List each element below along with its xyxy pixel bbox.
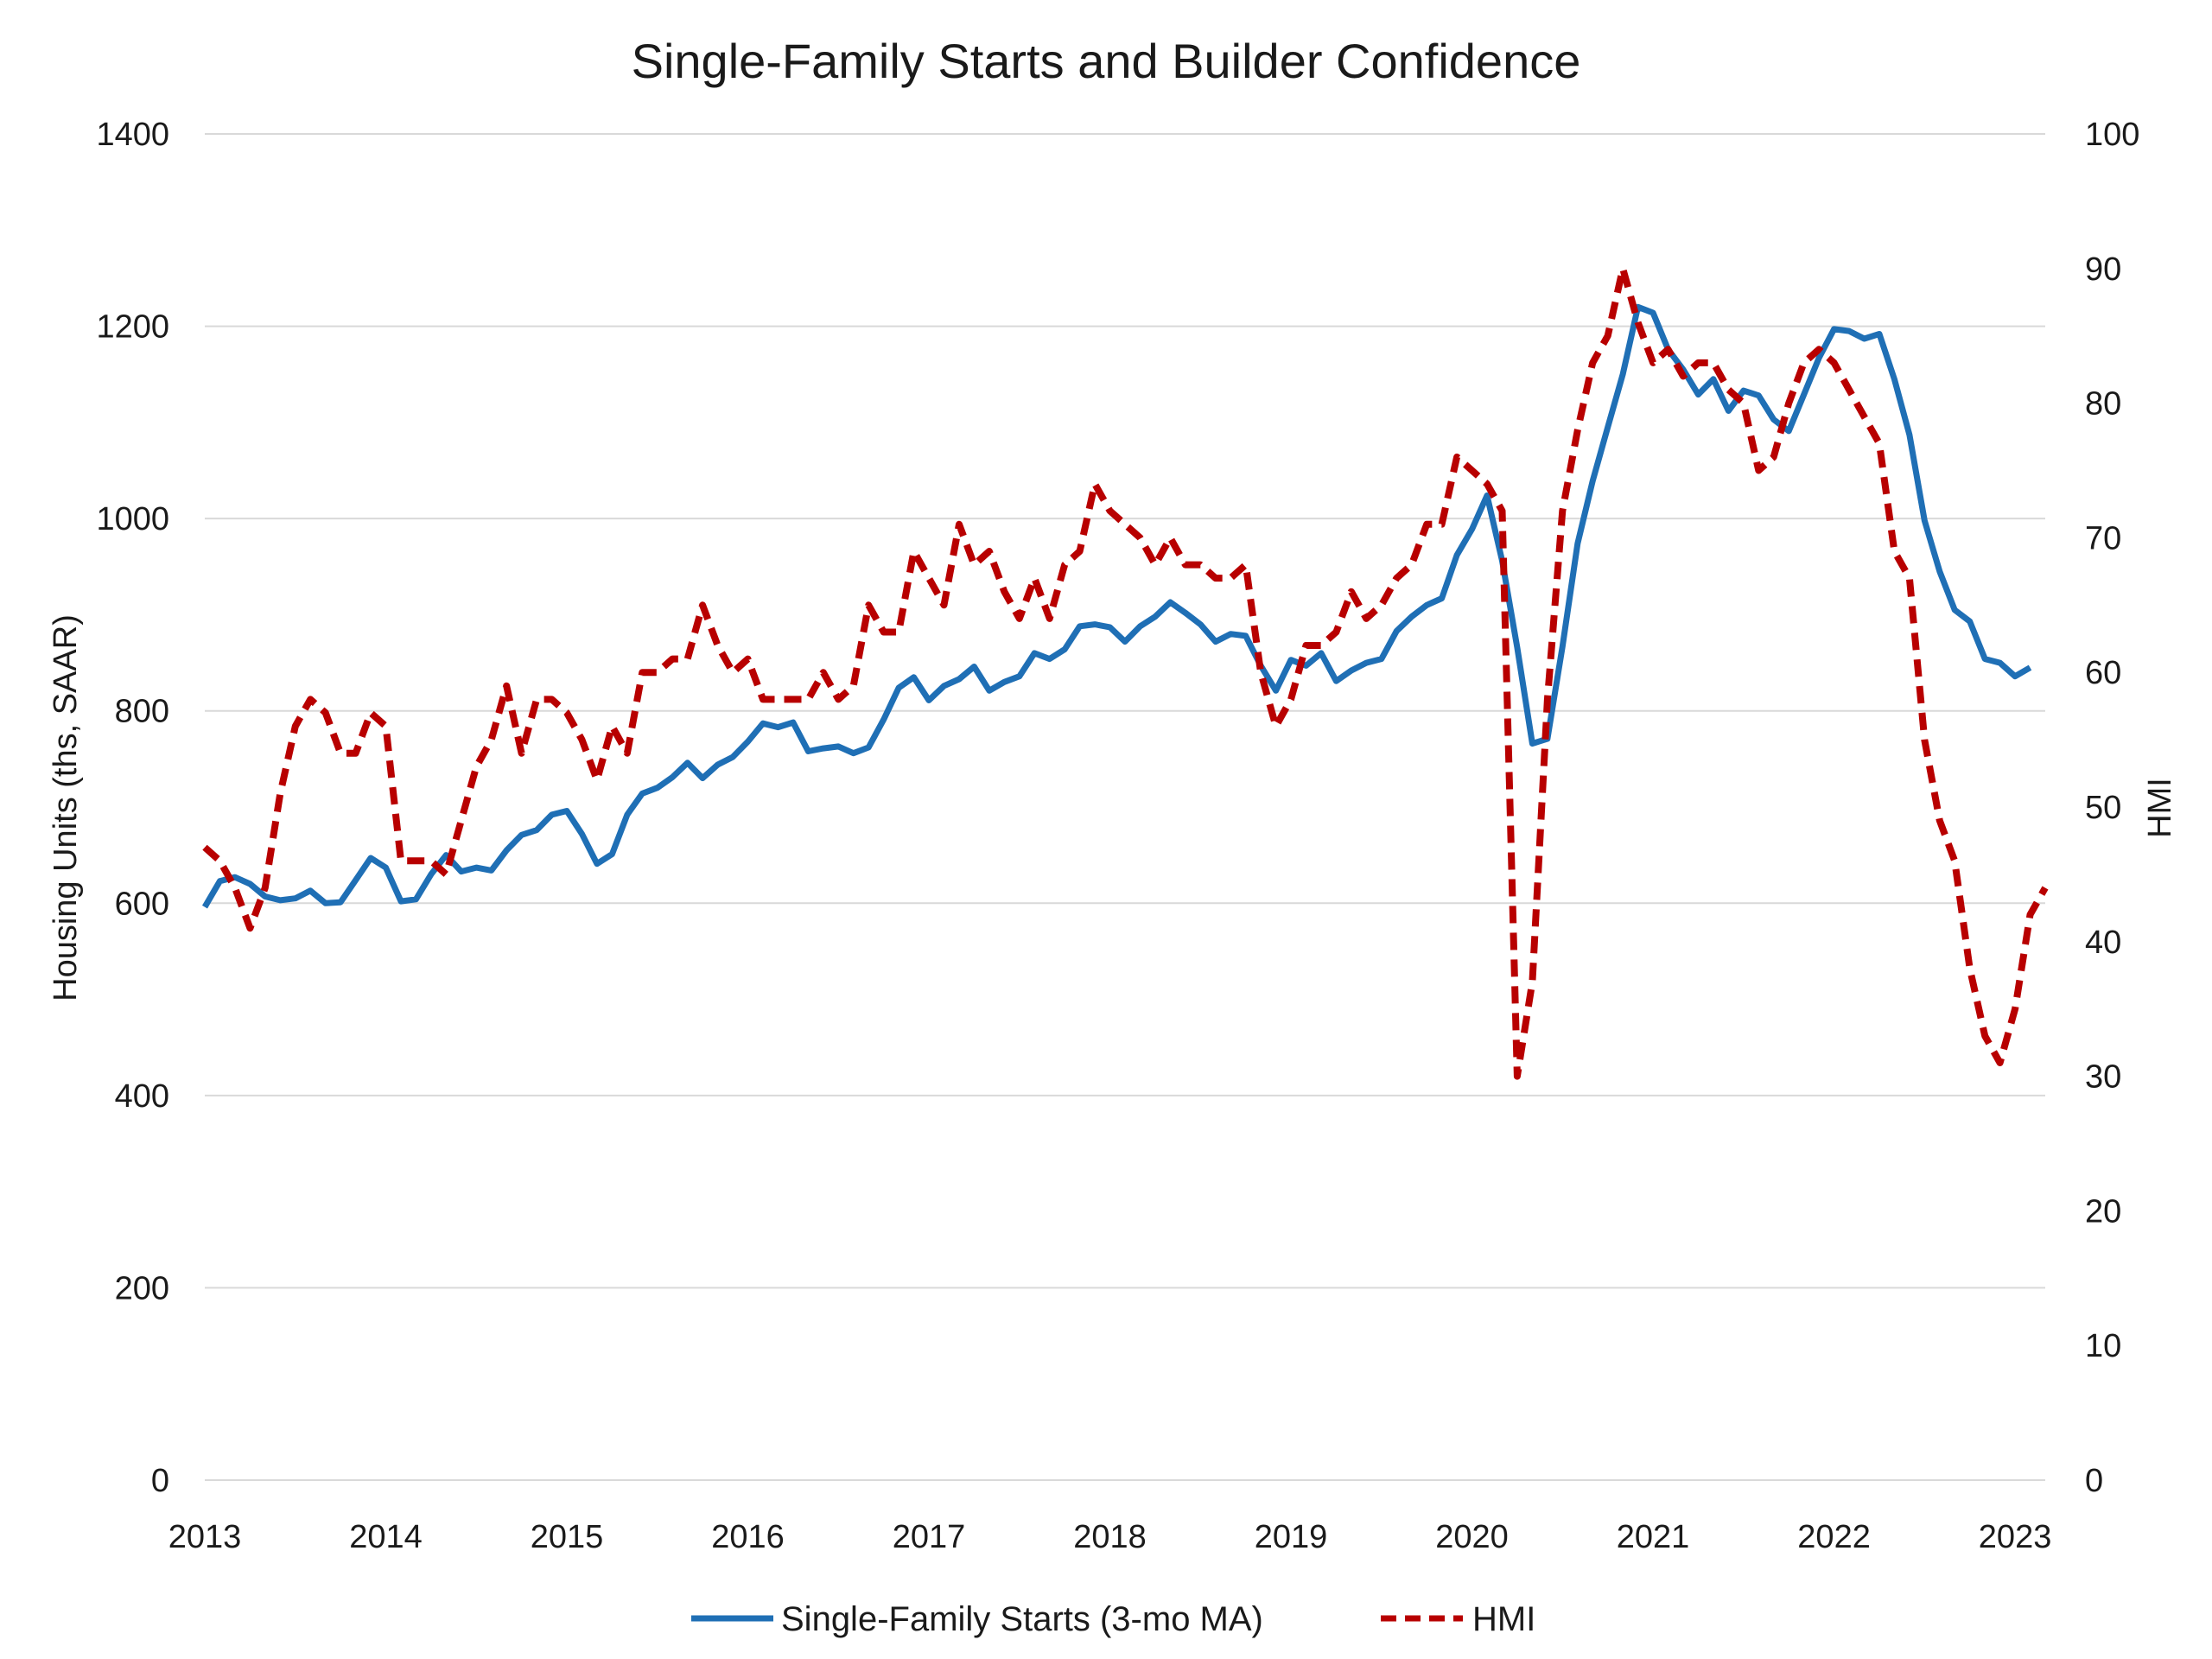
y-tick-right-label: 100 [2085, 117, 2139, 153]
y-tick-left-label: 0 [151, 1463, 169, 1499]
y-tick-left-label: 600 [115, 886, 169, 922]
series-line-starts [201, 303, 2032, 909]
y-tick-left-label: 200 [115, 1270, 169, 1306]
y-tick-right-label: 90 [2085, 251, 2121, 288]
x-tick-label: 2022 [1797, 1519, 1871, 1555]
y-tick-right-label: 40 [2085, 925, 2121, 961]
y-tick-left-label: 400 [115, 1078, 169, 1115]
y-tick-right-label: 60 [2085, 655, 2121, 691]
y-tick-right-label: 50 [2085, 790, 2121, 826]
legend-label-hmi: HMI [1472, 1600, 1535, 1638]
gridlines [205, 133, 2045, 1481]
x-tick-label: 2020 [1435, 1519, 1509, 1555]
y-axis-left-label: Housing Units (ths, SAAR) [48, 614, 84, 1001]
x-tick-label: 2016 [711, 1519, 785, 1555]
y-tick-right-label: 70 [2085, 520, 2121, 556]
y-tick-right-label: 30 [2085, 1059, 2121, 1096]
x-tick-label: 2019 [1255, 1519, 1328, 1555]
y-tick-left-label: 1000 [96, 501, 169, 537]
x-tick-label: 2014 [349, 1519, 423, 1555]
x-tick-label: 2021 [1617, 1519, 1690, 1555]
x-tick-label: 2015 [531, 1519, 604, 1555]
x-tick-label: 2017 [893, 1519, 966, 1555]
y-tick-left-label: 1400 [96, 117, 169, 153]
axis-ticks: 0 200 400 600 800 1000 1200 1400 0 10 20 30 40 50 60 70… [96, 117, 2139, 1555]
y-tick-right-label: 20 [2085, 1193, 2121, 1230]
y-tick-left-label: 1200 [96, 309, 169, 346]
series-line-hmi [202, 264, 2049, 1080]
y-tick-left-label: 800 [115, 694, 169, 730]
y-axis-right-label: HMI [2142, 778, 2178, 838]
y-tick-right-label: 0 [2085, 1463, 2103, 1499]
x-tick-label: 2023 [1979, 1519, 2052, 1555]
series-lines [201, 264, 2049, 1080]
legend: Single-Family Starts (3-mo MA) HMI [691, 1600, 1535, 1638]
y-tick-right-label: 10 [2085, 1328, 2121, 1364]
x-tick-label: 2013 [168, 1519, 242, 1555]
x-tick-label: 2018 [1073, 1519, 1147, 1555]
legend-label-starts: Single-Family Starts (3-mo MA) [781, 1600, 1263, 1638]
chart-title: Single-Family Starts and Builder Confide… [632, 34, 1581, 88]
y-tick-right-label: 80 [2085, 386, 2121, 423]
